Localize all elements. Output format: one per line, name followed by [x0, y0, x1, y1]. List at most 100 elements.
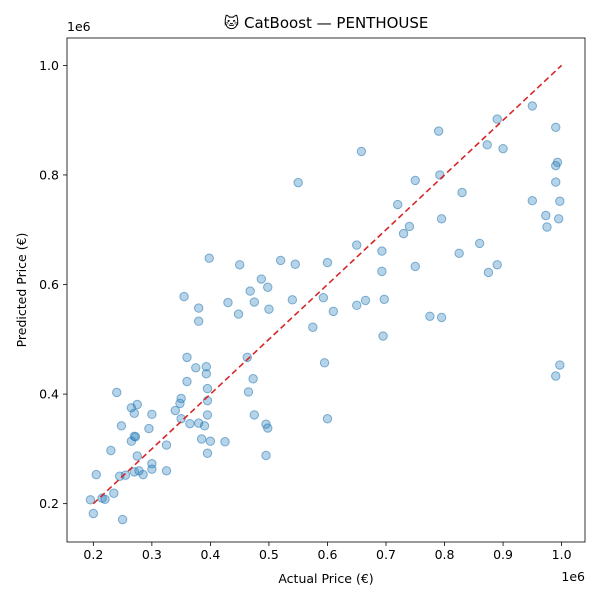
data-point — [201, 369, 212, 379]
data-point — [85, 495, 96, 505]
data-point — [454, 248, 464, 259]
data-point — [242, 352, 252, 363]
data-point — [425, 311, 435, 321]
data-point — [552, 157, 563, 168]
data-point — [553, 214, 564, 224]
data-point — [541, 210, 551, 221]
x-tick-label: 0.9 — [493, 547, 513, 562]
data-point — [199, 421, 210, 431]
data-point — [201, 362, 212, 372]
y-tick-label: 0.4 — [39, 387, 59, 402]
data-point — [116, 421, 127, 431]
data-point — [263, 423, 273, 433]
data-point — [542, 222, 552, 232]
data-point — [290, 259, 300, 269]
data-point — [176, 393, 186, 404]
data-point — [527, 196, 538, 206]
reference-line — [92, 64, 563, 505]
data-point — [249, 410, 260, 420]
data-point — [109, 488, 119, 498]
data-point — [130, 432, 141, 442]
data-point — [91, 469, 101, 480]
y-tick-label: 0.2 — [39, 496, 59, 511]
data-point — [185, 418, 195, 429]
data-point — [106, 445, 116, 456]
data-point — [182, 352, 192, 363]
data-point — [144, 423, 154, 434]
data-point — [193, 316, 204, 326]
data-point — [205, 436, 216, 446]
data-point — [100, 494, 110, 504]
data-point — [132, 399, 142, 410]
data-point — [393, 199, 403, 210]
data-point — [287, 295, 298, 305]
x-tick-label: 1.0 — [552, 547, 572, 562]
data-point — [308, 322, 318, 332]
data-point — [398, 228, 409, 239]
data-point — [328, 306, 339, 317]
data-point — [263, 282, 273, 292]
data-point — [248, 374, 258, 384]
data-point — [233, 309, 244, 319]
data-point — [261, 450, 271, 461]
data-point — [322, 414, 333, 424]
data-point — [193, 303, 204, 313]
data-point — [527, 101, 538, 111]
data-point — [293, 177, 303, 188]
data-point — [243, 387, 254, 397]
data-point — [551, 122, 561, 133]
data-point — [182, 376, 192, 387]
y-tick-label: 1.0 — [39, 58, 59, 73]
x-tick-label: 0.2 — [83, 547, 103, 562]
data-point — [318, 292, 329, 303]
data-point — [176, 414, 186, 424]
chart-title: 🐱 CatBoost — PENTHOUSE — [224, 14, 429, 32]
data-point — [147, 458, 157, 469]
data-point — [196, 434, 207, 444]
x-tick-label: 0.3 — [142, 547, 162, 562]
data-point — [170, 405, 180, 416]
data-point — [161, 466, 172, 476]
data-point — [147, 409, 157, 420]
data-point — [436, 312, 447, 323]
y-tick-label: 0.6 — [39, 277, 59, 292]
data-point — [264, 304, 274, 314]
x-tick-label: 0.8 — [435, 547, 455, 562]
data-point — [482, 140, 492, 150]
data-point — [483, 267, 494, 278]
data-point — [352, 300, 362, 311]
x-tick-label: 0.6 — [318, 547, 338, 562]
data-point — [492, 114, 502, 124]
data-point — [275, 255, 286, 266]
data-point — [551, 177, 561, 187]
data-point — [377, 246, 387, 256]
data-point — [204, 253, 214, 263]
data-point — [322, 257, 333, 268]
data-point — [498, 143, 508, 154]
data-point — [379, 294, 389, 305]
data-point — [555, 360, 565, 370]
data-point — [129, 408, 140, 418]
data-point — [223, 297, 233, 308]
data-point — [202, 383, 213, 394]
data-point — [117, 514, 128, 525]
data-point — [457, 187, 467, 198]
data-point — [436, 214, 447, 224]
data-point — [112, 387, 122, 398]
x-tick-label: 0.7 — [376, 547, 396, 562]
data-point — [551, 371, 561, 381]
data-point — [249, 297, 260, 307]
data-point — [202, 448, 213, 458]
data-point — [234, 260, 245, 270]
data-point — [435, 170, 445, 180]
data-point — [410, 261, 420, 272]
data-point — [256, 274, 267, 284]
data-point — [492, 260, 502, 270]
x-axis: 0.2 0.3 0.4 0.5 0.6 0.7 0.8 0.9 1.0 — [83, 542, 572, 562]
data-point — [356, 146, 367, 157]
data-point — [352, 240, 362, 250]
x-axis-offset-label: 1e6 — [561, 569, 585, 584]
data-point — [377, 266, 387, 277]
data-point — [88, 508, 99, 519]
y-axis: 0.2 0.4 0.6 0.8 1.0 — [39, 58, 67, 511]
